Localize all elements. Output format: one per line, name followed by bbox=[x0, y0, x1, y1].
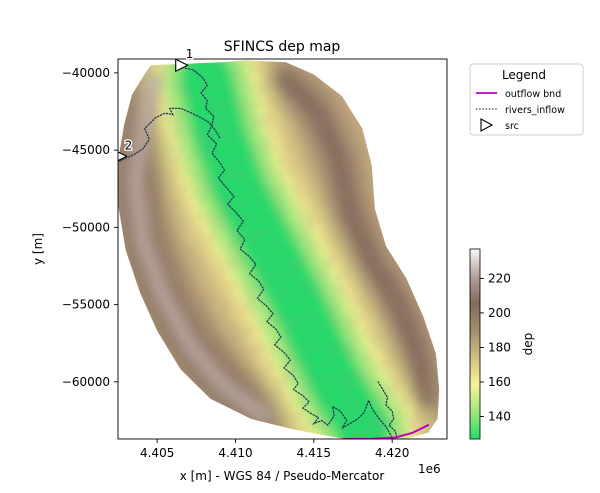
y-tick-label: −60000 bbox=[62, 375, 110, 389]
legend-entry-label: rivers_inflow bbox=[505, 105, 565, 116]
x-axis-ticks: 4.405 4.410 4.415 4.420 bbox=[140, 439, 409, 460]
y-axis-label: y [m] bbox=[31, 233, 45, 265]
x-tick-label: 4.405 bbox=[140, 446, 174, 460]
legend-src-marker bbox=[480, 118, 494, 132]
colorbar: 140 160 180 200 220 dep bbox=[469, 248, 535, 440]
colorbar-gradient bbox=[469, 248, 481, 440]
x-tick-label: 4.410 bbox=[218, 446, 252, 460]
src-label-1: 1 bbox=[186, 47, 194, 61]
colorbar-tick-label: 140 bbox=[488, 410, 511, 424]
y-tick-label: −55000 bbox=[62, 298, 110, 312]
colorbar-label: dep bbox=[521, 333, 535, 356]
colorbar-tick-label: 160 bbox=[488, 375, 511, 389]
legend-box bbox=[469, 63, 584, 136]
colorbar-tick-label: 220 bbox=[488, 271, 511, 285]
vector-overlays bbox=[119, 67, 430, 439]
y-tick-label: −50000 bbox=[62, 220, 110, 234]
x-axis-offset: 1e6 bbox=[418, 462, 441, 476]
src-marker-2 bbox=[118, 151, 128, 162]
map-axes: 4.405 4.410 4.415 4.420 −40000−45000−50000−… bbox=[31, 39, 448, 483]
chart-title: SFINCS dep map bbox=[224, 39, 341, 55]
y-axis-ticks: −40000 −45000 −50000 −55000 −60000 bbox=[62, 66, 118, 389]
river-line-0 bbox=[184, 67, 393, 439]
colorbar-tick-label: 200 bbox=[488, 306, 511, 320]
y-tick-label: −40000 bbox=[62, 66, 110, 80]
outflow-boundary-line-3 bbox=[342, 424, 430, 439]
source-labels: 12 bbox=[123, 46, 194, 154]
legend-entry-label: outflow bnd bbox=[505, 89, 561, 100]
x-tick-label: 4.415 bbox=[297, 446, 331, 460]
src-marker-1 bbox=[175, 59, 189, 73]
colorbar-tick-label: 180 bbox=[488, 340, 511, 354]
source-points bbox=[118, 59, 189, 162]
river-line-1 bbox=[119, 107, 221, 162]
y-tick-label: −45000 bbox=[62, 143, 110, 157]
axes-frame bbox=[117, 58, 448, 440]
colorbar-ticks: 140 160 180 200 220 bbox=[480, 271, 511, 424]
src-label-2: 2 bbox=[125, 138, 133, 152]
x-tick-label: 4.420 bbox=[375, 446, 409, 460]
legend-entry-label: src bbox=[505, 121, 519, 132]
river-line-2 bbox=[377, 381, 398, 439]
legend-title: Legend bbox=[502, 68, 546, 82]
x-axis-label: x [m] - WGS 84 / Pseudo-Mercator bbox=[180, 469, 385, 483]
